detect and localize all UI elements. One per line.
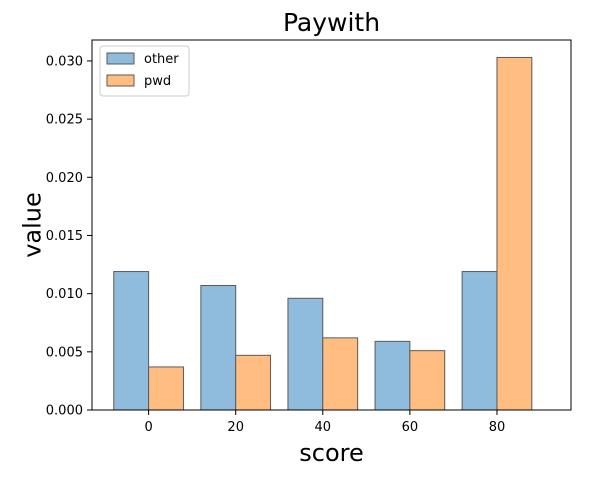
y-tick-label: 0.000: [46, 404, 83, 419]
x-tick-label: 0: [144, 420, 152, 435]
y-axis-title: value: [18, 192, 46, 258]
bar-other-20: [201, 286, 236, 410]
y-axis-ticks: 0.000 0.005 0.010 0.015 0.020 0.025 0.030: [46, 54, 92, 418]
x-tick-label: 80: [489, 420, 506, 435]
bar-pwd-20: [236, 355, 271, 410]
legend-label-other: other: [144, 52, 179, 67]
y-tick-label: 0.030: [46, 54, 83, 69]
bar-pwd-60: [410, 351, 445, 410]
x-axis-ticks: 0 20 40 60 80: [144, 410, 505, 435]
y-tick-label: 0.015: [46, 229, 83, 244]
chart-title: Paywith: [283, 8, 380, 37]
bar-pwd-0: [149, 367, 184, 410]
bars-layer: [114, 57, 532, 410]
legend-label-pwd: pwd: [144, 74, 171, 89]
y-tick-label: 0.010: [46, 287, 83, 302]
x-tick-label: 20: [227, 420, 244, 435]
x-tick-label: 40: [315, 420, 332, 435]
bar-pwd-40: [323, 338, 358, 410]
legend-swatch-other: [107, 53, 134, 64]
bar-other-80: [462, 272, 497, 410]
y-tick-label: 0.020: [46, 171, 83, 186]
bar-pwd-80: [497, 57, 532, 410]
y-tick-label: 0.005: [46, 345, 83, 360]
y-tick-label: 0.025: [46, 113, 83, 128]
x-axis-title: score: [299, 439, 364, 467]
x-tick-label: 60: [402, 420, 419, 435]
legend: other pwd: [100, 46, 189, 96]
legend-swatch-pwd: [107, 75, 134, 86]
bar-other-0: [114, 272, 149, 410]
bar-other-40: [288, 298, 323, 410]
bar-other-60: [375, 341, 410, 410]
